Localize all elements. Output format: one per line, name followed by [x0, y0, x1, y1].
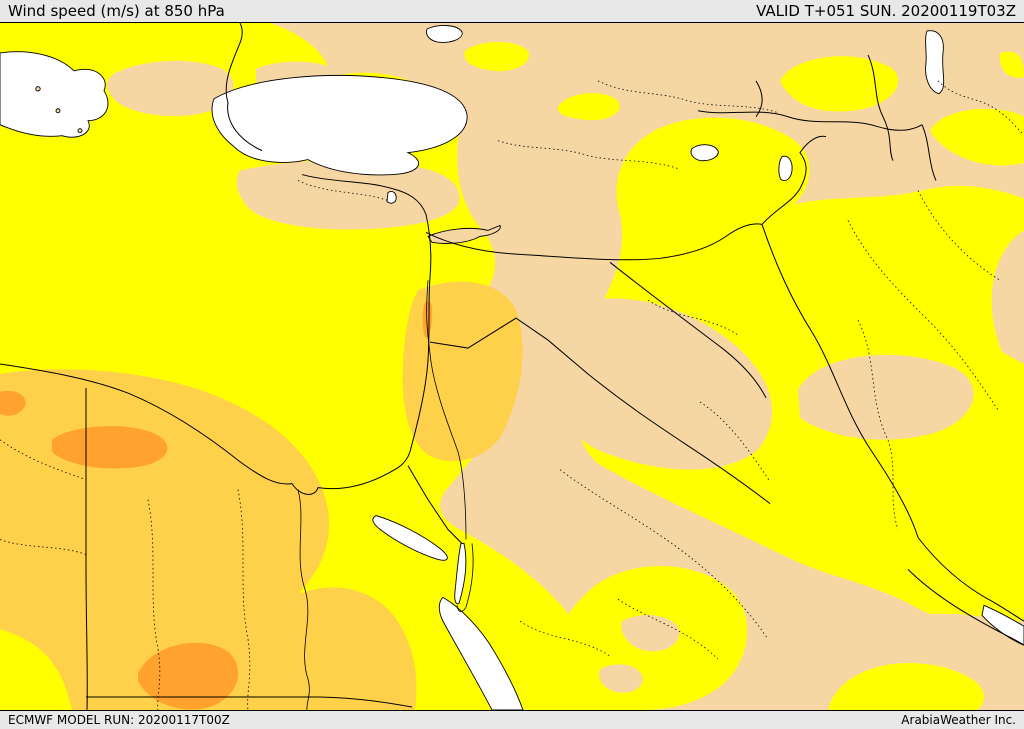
persian-gulf [981, 604, 1024, 646]
black-sea [211, 75, 468, 176]
persian-gulf-south-coast [907, 569, 1024, 646]
dotted-line [647, 299, 739, 336]
lake-tuz [386, 191, 397, 204]
west-turkey-coastline [225, 23, 263, 152]
contour-orange-egypt-south [138, 642, 239, 710]
azerbaijan-border [921, 124, 937, 181]
dotted-line [857, 319, 899, 530]
header-bar: Wind speed (m/s) at 850 hPa VALID T+051 … [0, 0, 1024, 22]
syria-iraq-border [609, 261, 767, 399]
wind-speed-contour-map [0, 23, 1024, 710]
dotted-line [937, 80, 1024, 136]
dotted-line [147, 499, 161, 710]
gulf-of-aqaba [454, 543, 467, 605]
dotted-line [519, 620, 611, 657]
orange-contour-layer [0, 300, 433, 710]
gulf-of-suez [372, 515, 448, 561]
dotted-line [0, 439, 87, 481]
tan-east-edge [991, 230, 1024, 365]
jordan-rift-line [426, 280, 467, 540]
dotted-line [0, 539, 87, 555]
contour-yellow-patch-n1 [557, 93, 620, 121]
dotted-line [597, 80, 779, 114]
cyprus-island [427, 224, 501, 244]
dotted-line [699, 401, 771, 482]
caucasus-borders-1 [697, 110, 923, 131]
sea-layer [0, 25, 1024, 710]
tan-iran-plateau [798, 354, 974, 440]
sinai-east-coast [456, 543, 474, 612]
contour-orange-jordan-valley [422, 300, 433, 338]
dotted-line [237, 489, 251, 710]
caucasus-borders-3 [867, 54, 894, 161]
north-africa-levant-coastline [0, 174, 432, 495]
aegean-island-3 [77, 128, 83, 134]
caspian-sea-sliver [925, 30, 945, 95]
contour-yellow-patch-ne1 [780, 56, 899, 112]
dotted-line [617, 598, 719, 660]
iraq-iran-border [761, 224, 919, 538]
tan-central-anatolia [236, 160, 460, 230]
contour-yellow-patch-n2 [464, 41, 530, 72]
dotted-line [497, 140, 679, 169]
dotted-line [297, 180, 389, 201]
turkey-syria-border [425, 223, 763, 261]
tan-patch-layer [107, 60, 1024, 710]
persian-gulf-north-coast [917, 537, 1024, 622]
contour-yellow-patch-ne2 [930, 108, 1024, 166]
lake-urmia [778, 155, 793, 181]
contour-yellow-east [573, 117, 1024, 628]
contour-yellow-se-patch [828, 663, 985, 710]
turkey-iran-border [761, 135, 827, 225]
egypt-sudan-border [86, 696, 413, 708]
footer-bar: ECMWF MODEL RUN: 20200117T00Z ArabiaWeat… [0, 711, 1024, 729]
aegean-island-2 [55, 108, 61, 114]
brand-label: ArabiaWeather Inc. [901, 713, 1016, 727]
lake-north-edge [426, 25, 463, 43]
aegean-sea [0, 51, 109, 138]
map-title: Wind speed (m/s) at 850 hPa [8, 2, 225, 20]
red-sea [438, 596, 524, 710]
lake-van [690, 144, 719, 162]
tan-patch-saudi2 [598, 664, 643, 693]
dotted-lines-layer [0, 80, 1024, 710]
caucasus-borders-2 [755, 80, 763, 118]
egypt-libya-border [85, 387, 88, 710]
model-run-label: ECMWF MODEL RUN: 20200117T00Z [8, 713, 230, 727]
contour-gold-redsea-coast [302, 587, 417, 710]
yellow-over-layer [828, 663, 985, 710]
valid-time-label: VALID T+051 SUN. 20200119T03Z [756, 2, 1016, 20]
jordan-saudi-iraq-borders [429, 317, 771, 504]
contour-orange-left-edge [0, 390, 26, 416]
aegean-island-1 [35, 86, 41, 92]
nile-river [297, 489, 310, 710]
egypt-israel-border [407, 465, 463, 544]
border-lines-layer [0, 23, 1024, 710]
contour-orange-egypt-west [52, 426, 168, 469]
contour-yellow-patch-ne3 [999, 51, 1024, 78]
map-area [0, 22, 1024, 711]
island-layer [35, 86, 501, 244]
tan-west-anatolia [107, 60, 234, 117]
contour-gold-levant [402, 281, 523, 462]
